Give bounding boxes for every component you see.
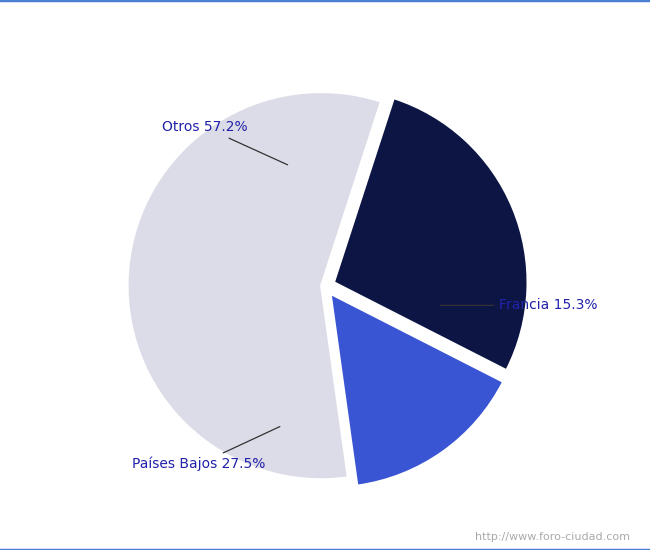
Text: Francia 15.3%: Francia 15.3% [440, 298, 598, 312]
Wedge shape [334, 98, 528, 370]
Text: Onil - Turistas extranjeros según país - Abril de 2024: Onil - Turistas extranjeros según país -… [107, 23, 543, 42]
Text: Otros 57.2%: Otros 57.2% [162, 120, 288, 165]
Text: http://www.foro-ciudad.com: http://www.foro-ciudad.com [476, 532, 630, 542]
Wedge shape [331, 294, 503, 486]
Wedge shape [127, 92, 381, 479]
Text: Países Bajos 27.5%: Países Bajos 27.5% [133, 427, 280, 471]
